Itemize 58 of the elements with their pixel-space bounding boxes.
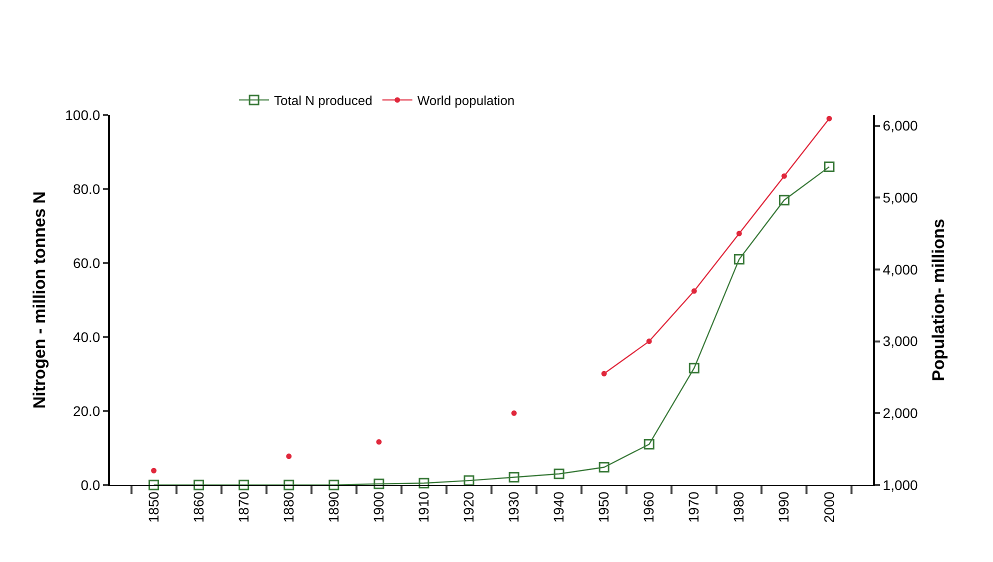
- y-tick-label: 40.0: [72, 328, 100, 345]
- point: [464, 475, 474, 486]
- point: [194, 480, 204, 490]
- point: [328, 480, 340, 490]
- x-tick-label: 1960: [640, 491, 657, 523]
- y-tick-label: 0.0: [80, 476, 100, 493]
- x-tick-label: 1970: [686, 491, 702, 523]
- legend-label: Total N produced: [274, 93, 372, 108]
- point: [511, 410, 517, 416]
- legend-label: World population: [417, 93, 515, 108]
- point: [688, 362, 700, 374]
- x-tick-label: 1870: [235, 491, 252, 523]
- point: [646, 338, 652, 344]
- y2-tick-label: 3,000: [882, 333, 918, 350]
- point: [284, 480, 294, 490]
- point: [286, 454, 292, 460]
- y2-axis-title: Population- millions: [928, 218, 948, 382]
- point: [644, 439, 654, 450]
- point: [374, 478, 384, 490]
- y-tick-label: 80.0: [72, 180, 100, 197]
- x-tick-label: 1990: [776, 491, 792, 523]
- point: [601, 370, 607, 376]
- y2-tick-label: 4,000: [882, 261, 918, 278]
- x-tick-label: 1910: [416, 491, 432, 523]
- x-tick-label: 1860: [190, 491, 206, 523]
- y-tick-label: 60.0: [72, 254, 100, 271]
- y2-tick-label: 1,000: [882, 476, 918, 493]
- point: [238, 480, 250, 490]
- point: [418, 478, 430, 488]
- point: [598, 462, 610, 472]
- point: [376, 439, 382, 445]
- x-tick-label: 1890: [325, 491, 342, 523]
- x-tick-label: 1980: [730, 491, 747, 523]
- point: [781, 173, 787, 179]
- point: [554, 468, 564, 480]
- x-tick-label: 1900: [370, 491, 386, 523]
- y-axis-title: Nitrogen - million tonnes N: [30, 191, 50, 409]
- x-tick-label: 1920: [460, 491, 477, 523]
- point: [778, 194, 790, 206]
- y-tick-label: 20.0: [72, 402, 100, 419]
- point: [824, 162, 834, 172]
- point: [151, 468, 157, 474]
- point: [736, 230, 742, 236]
- point: [734, 254, 744, 265]
- point: [691, 288, 697, 294]
- x-tick-label: 1940: [550, 491, 567, 523]
- y-tick-label: 100.0: [65, 106, 100, 123]
- x-tick-label: 2000: [820, 491, 837, 523]
- x-tick-label: 1930: [506, 491, 522, 523]
- y2-tick-label: 5,000: [882, 190, 918, 206]
- point: [148, 480, 160, 490]
- point: [508, 472, 520, 482]
- y2-tick-label: 6,000: [882, 118, 918, 134]
- x-tick-label: 1950: [596, 491, 612, 523]
- x-tick-label: 1850: [145, 491, 162, 523]
- x-tick-label: 1880: [280, 491, 296, 523]
- y2-tick-label: 2,000: [882, 405, 918, 422]
- point: [826, 116, 832, 122]
